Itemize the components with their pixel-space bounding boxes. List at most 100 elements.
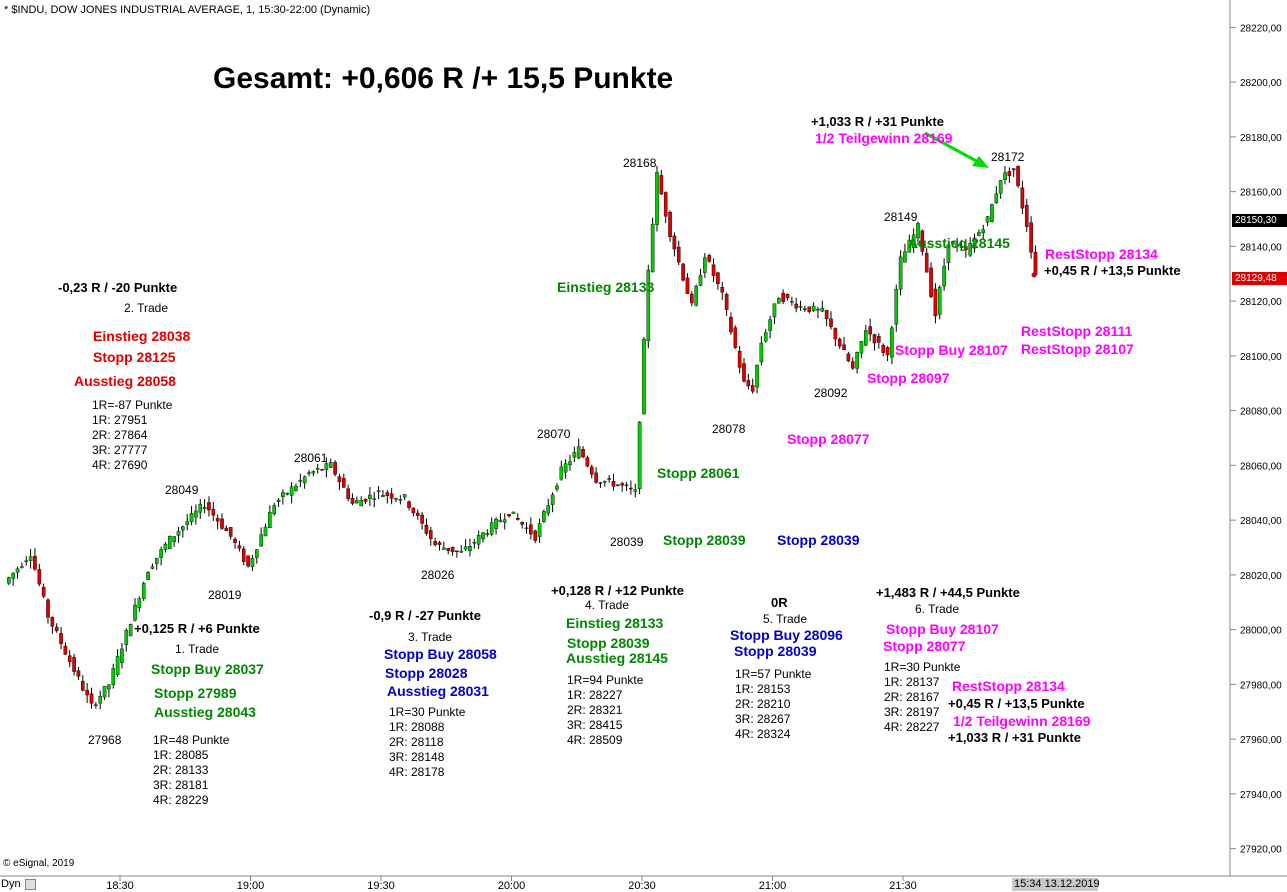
t6-teilgewinn-result: +1,033 R / +31 Punkte [948, 730, 1081, 745]
candle-up [637, 421, 642, 490]
t1-name: 1. Trade [175, 642, 220, 656]
candle-down [63, 645, 68, 655]
x-tick-label: 19:30 [367, 880, 395, 892]
candle-down [803, 308, 807, 310]
candle-down [342, 477, 346, 488]
candle-up [550, 494, 555, 505]
candle-up [642, 338, 646, 415]
candle-up [990, 204, 994, 223]
candle-up [951, 241, 955, 244]
candle-down [929, 267, 933, 297]
t6-r-line: 1R=30 Punkte [884, 660, 961, 674]
candle-up [555, 485, 559, 490]
candle-up [489, 522, 494, 535]
y-tick-label: 28220,00 [1240, 23, 1282, 34]
t6-r-line: 2R: 28167 [884, 690, 940, 704]
price-label: 28039 [610, 535, 644, 549]
chart-teilgewinn: 1/2 Teilgewinn 28169 [815, 130, 953, 146]
candle-down [346, 488, 350, 500]
candle-up [981, 229, 986, 234]
candle-down [215, 518, 220, 522]
candle-up [546, 505, 551, 514]
candle-up [7, 577, 11, 584]
x-tick-label: 21:00 [759, 880, 787, 892]
candle-down [659, 175, 664, 195]
candle-up [655, 172, 659, 226]
candle-down [589, 466, 594, 475]
candle-up [315, 468, 320, 470]
t6-reststop-result: +0,45 R / +13,5 Punkte [948, 696, 1085, 711]
candle-down [598, 482, 603, 484]
t4-r-line: 1R=94 Punkte [567, 673, 644, 687]
t2-result: -0,23 R / -20 Punkte [58, 280, 178, 295]
candle-up [111, 668, 116, 685]
candle-up [124, 630, 129, 645]
candle-down [920, 230, 925, 252]
candle-down [54, 626, 59, 632]
candle-up [24, 560, 29, 563]
t3-r-line: 4R: 28178 [389, 765, 445, 779]
candle-down [729, 316, 733, 333]
candle-up [167, 535, 172, 549]
t4-entry: Einstieg 28133 [566, 615, 664, 631]
candle-up [172, 536, 176, 543]
candle-down [842, 344, 846, 351]
candle-up [572, 452, 577, 458]
y-tick-label: 28200,00 [1240, 78, 1282, 89]
candle-down [424, 524, 429, 534]
candle-up [185, 521, 190, 525]
candle-down [676, 246, 681, 263]
candle-up [381, 495, 385, 497]
dyn-toggle-icon[interactable] [24, 878, 36, 890]
candle-up [150, 566, 155, 569]
candle-up [355, 500, 359, 504]
candle-up [459, 551, 464, 553]
candle-up [102, 685, 107, 698]
candle-up [576, 446, 581, 459]
t5-r-line: 1R: 28153 [735, 682, 791, 696]
candle-up [603, 480, 607, 483]
t2-r-line: 1R=-87 Punkte [92, 398, 173, 412]
t6-r-line: 4R: 28227 [884, 720, 940, 734]
candle-up [559, 466, 564, 480]
t6-r-line: 1R: 28137 [884, 675, 940, 689]
candle-down [594, 472, 598, 483]
t6-teilgewinn: 1/2 Teilgewinn 28169 [953, 713, 1091, 729]
candle-down [824, 310, 829, 320]
x-tick-label: 20:30 [628, 880, 656, 892]
candle-down [690, 293, 694, 304]
candle-up [894, 289, 899, 325]
t4-r-line: 2R: 28321 [567, 703, 623, 717]
candle-down [1024, 204, 1029, 227]
t5-name: 5. Trade [763, 612, 808, 626]
t3-r-line: 2R: 28118 [389, 735, 444, 749]
candle-up [272, 505, 277, 515]
candle-down [846, 353, 851, 362]
t3-result: -0,9 R / -27 Punkte [369, 608, 481, 623]
candle-up [772, 303, 777, 318]
candle-down [437, 542, 442, 545]
candle-up [202, 506, 207, 509]
t2-entry: Einstieg 28038 [93, 328, 191, 344]
chart-reststopp-result: +0,45 R / +13,5 Punkte [1044, 263, 1181, 278]
dyn-label[interactable]: Dyn [0, 877, 42, 892]
candle-down [41, 586, 46, 597]
candle-up [442, 547, 446, 550]
candle-up [302, 476, 307, 484]
candle-up [294, 485, 298, 491]
t2-exit: Ausstieg 28058 [74, 373, 176, 389]
candle-down [455, 550, 459, 552]
y-tick-label: 27940,00 [1240, 790, 1282, 801]
candle-up [790, 301, 794, 303]
t2-r-line: 4R: 27690 [92, 458, 148, 472]
candle-down [868, 326, 872, 335]
candle-down [1016, 166, 1020, 187]
candle-up [28, 556, 33, 561]
candle-down [529, 524, 533, 535]
time-axis: 18:30 19:00 19:30 20:00 20:30 21:00 21:30 [106, 876, 917, 892]
candle-down [685, 277, 690, 294]
candle-up [468, 546, 472, 551]
t5-r-line: 4R: 28324 [735, 727, 791, 741]
candle-down [337, 476, 342, 483]
t4-r-line: 4R: 28509 [567, 733, 623, 747]
